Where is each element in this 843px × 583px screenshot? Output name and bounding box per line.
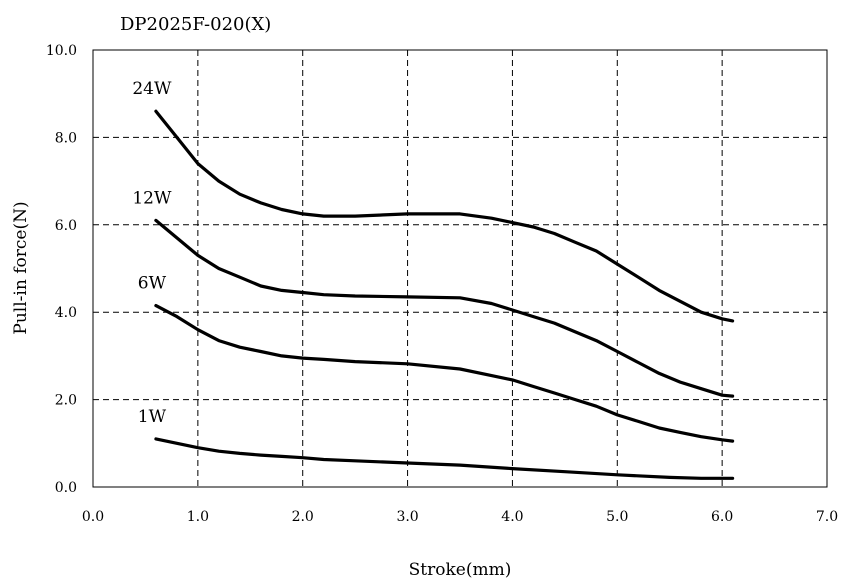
y-tick-label: 6.0	[55, 218, 77, 234]
y-tick-label: 8.0	[55, 130, 77, 146]
y-axis-label: Pull-in force(N)	[11, 201, 31, 334]
x-tick-label: 4.0	[501, 509, 523, 525]
y-tick-label: 10.0	[46, 43, 77, 59]
series-line-12w	[154, 218, 735, 398]
series-group: 24W 12W 6W 1W	[132, 79, 735, 480]
x-tick-label: 3.0	[396, 509, 418, 525]
series-label-6w: 6W	[138, 274, 167, 294]
grid	[93, 50, 827, 487]
series-label-12w: 12W	[132, 188, 172, 208]
x-tick-label: 7.0	[816, 509, 838, 525]
y-tick-label: 4.0	[55, 305, 77, 321]
series-line-6w	[154, 304, 735, 443]
y-tick-label: 2.0	[55, 393, 77, 409]
y-axis: 0.0 2.0 4.0 6.0 8.0 10.0	[46, 43, 77, 496]
x-tick-label: 0.0	[82, 509, 104, 525]
x-tick-label: 5.0	[606, 509, 628, 525]
series-line-1w	[154, 437, 735, 480]
chart-title: DP2025F-020(X)	[120, 14, 271, 35]
series-label-24w: 24W	[132, 79, 172, 99]
series-label-1w: 1W	[138, 407, 167, 427]
x-tick-label: 2.0	[292, 509, 314, 525]
y-tick-label: 0.0	[55, 480, 77, 496]
x-tick-label: 6.0	[711, 509, 733, 525]
x-tick-label: 1.0	[187, 509, 209, 525]
plot-area-frame	[92, 49, 828, 488]
x-axis-label: Stroke(mm)	[409, 560, 512, 580]
series-line-24w	[154, 109, 735, 323]
x-axis: 0.0 1.0 2.0 3.0 4.0 5.0 6.0 7.0	[82, 509, 838, 525]
